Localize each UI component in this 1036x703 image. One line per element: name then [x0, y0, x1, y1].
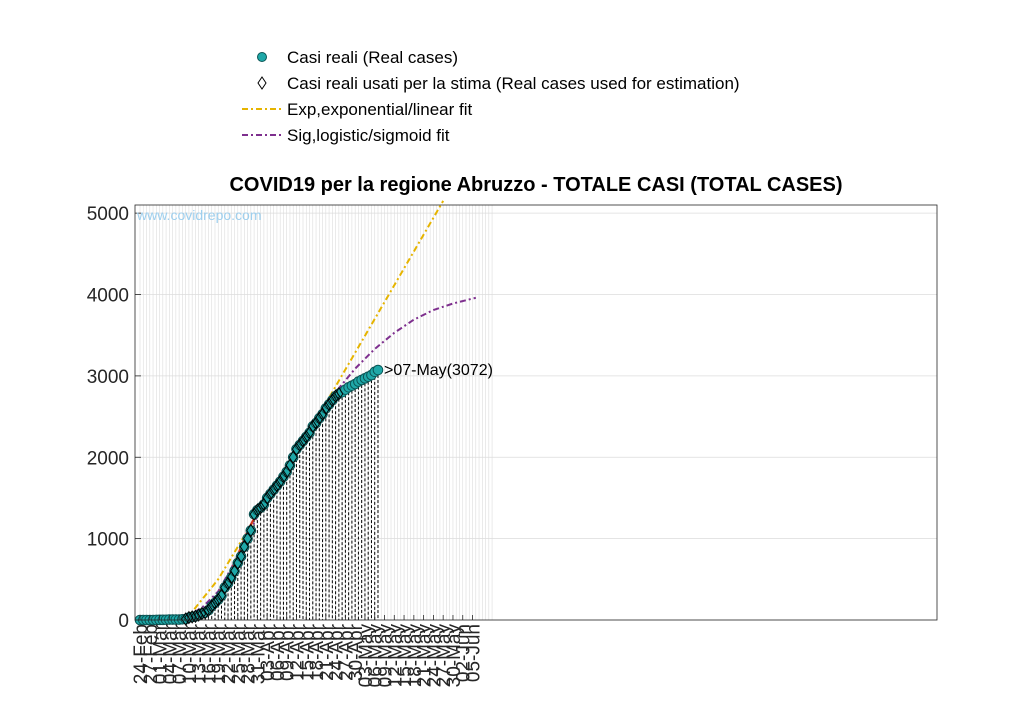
estimation-point	[213, 592, 223, 607]
plot-background	[135, 205, 937, 620]
estimation-point	[278, 469, 288, 484]
x-tick-label: 13-Mar	[190, 623, 211, 684]
x-tick-label: 21-May	[415, 624, 436, 688]
estimation-point	[331, 389, 341, 404]
exponential-fit-line	[184, 200, 445, 621]
estimation-point	[314, 411, 324, 426]
real-case-point	[245, 525, 257, 536]
legend-label-real: Casi reali (Real cases)	[287, 48, 458, 67]
x-tick-label: 01-Mar	[151, 623, 172, 684]
estimation-point	[327, 393, 337, 408]
estimation-point	[324, 397, 334, 412]
estimation-point	[210, 596, 220, 610]
y-tick-label: 5000	[87, 204, 129, 225]
y-tick-label: 3000	[87, 367, 129, 388]
x-tick-label: 16-Mar	[199, 623, 220, 684]
watermark: www.covidrepo.com	[136, 207, 262, 223]
y-tick-label: 1000	[87, 530, 129, 551]
x-tick-label: 27-May	[434, 624, 455, 688]
x-tick-label: 09-May	[376, 624, 397, 688]
x-tick-label: 02-Jun	[454, 624, 475, 682]
legend-label-exp: Exp,exponential/linear fit	[287, 100, 473, 119]
x-tick-label: 15-Apr	[297, 623, 318, 681]
y-tick-labels: 0 1000 2000 3000 4000 5000	[87, 204, 141, 632]
x-tick-label: 12-Apr	[287, 623, 308, 681]
x-tick-label: 25-Mar	[229, 623, 250, 684]
x-tick-label: 09-Apr	[278, 623, 299, 681]
estimation-point	[216, 588, 227, 603]
x-tick-label: 18-May	[405, 624, 426, 688]
estimation-point	[252, 503, 262, 517]
x-tick-label: 15-May	[395, 624, 416, 688]
x-tick-label: 05-Jun	[464, 624, 485, 682]
x-tick-label: 31-Mar	[248, 623, 269, 684]
estimation-point	[272, 478, 282, 493]
estimation-point	[207, 599, 217, 613]
x-tick-label: 06-Apr	[268, 623, 289, 681]
legend-marker-used	[257, 76, 267, 90]
estimation-point	[321, 401, 331, 416]
x-tick-label: 30-Apr	[346, 623, 367, 681]
estimation-point	[262, 491, 272, 505]
chart-title: COVID19 per la regione Abruzzo - TOTALE …	[229, 174, 842, 196]
x-tick-label: 24-Apr	[327, 623, 348, 681]
x-tick-label: 30-May	[444, 624, 465, 688]
x-tick-label: 27-Apr	[336, 623, 357, 681]
x-tick-label: 18-Apr	[307, 623, 328, 681]
x-tick-label: 06-May	[366, 624, 387, 688]
estimation-point	[291, 442, 302, 456]
estimation-point	[243, 531, 253, 546]
estimation-point	[239, 539, 249, 554]
estimation-point	[249, 507, 259, 522]
estimation-point	[308, 419, 318, 434]
estimation-point	[275, 474, 285, 489]
estimation-point	[298, 434, 308, 448]
legend-marker-real	[257, 52, 267, 62]
x-tick-label: 22-Mar	[219, 623, 240, 684]
y-tick-label: 0	[118, 611, 129, 632]
x-tick-label: 07-Mar	[170, 623, 191, 684]
estimation-point	[311, 416, 321, 430]
x-tick-label: 10-Mar	[180, 623, 201, 684]
real-case-point	[372, 364, 384, 376]
x-tick-label: 24-May	[424, 624, 445, 688]
x-tick-label: 04-Mar	[160, 623, 181, 684]
estimation-point	[197, 606, 207, 621]
estimation-point	[334, 386, 344, 401]
estimation-point	[318, 407, 328, 421]
estimation-point	[223, 576, 233, 591]
x-tick-label: 27-Feb	[141, 624, 162, 684]
x-tick-labels: 24-Feb27-Feb01-Mar04-Mar07-Mar10-Mar13-M…	[131, 615, 485, 687]
estimation-point	[295, 438, 305, 452]
estimation-point	[301, 430, 311, 444]
estimation-point	[200, 605, 210, 620]
legend: Casi reali (Real cases) Casi reali usati…	[242, 48, 740, 145]
estimation-point	[265, 487, 275, 501]
y-tick-label: 2000	[87, 448, 129, 469]
estimation-point	[246, 523, 256, 538]
estimation-point	[285, 458, 295, 473]
x-tick-label: 03-Apr	[258, 623, 279, 681]
estimation-point	[220, 580, 230, 595]
legend-label-used: Casi reali usati per la stima (Real case…	[287, 74, 740, 93]
x-tick-label: 19-Mar	[209, 623, 230, 684]
estimation-point	[269, 482, 279, 497]
x-tick-label: 21-Apr	[317, 623, 338, 681]
y-tick-label: 4000	[87, 286, 129, 307]
x-tick-label: 12-May	[385, 624, 406, 688]
plot-frame	[134, 204, 938, 621]
estimation-point	[256, 500, 266, 515]
estimation-point	[288, 450, 298, 465]
last-value-annotation: >07-May(3072)	[384, 362, 493, 379]
drop-lines	[185, 370, 379, 620]
x-tick-label: 28-Mar	[239, 623, 260, 684]
x-tick-label: 03-May	[356, 624, 377, 688]
estimation-point	[229, 564, 240, 578]
x-tick-label: 24-Feb	[131, 624, 152, 684]
legend-label-sig: Sig,logistic/sigmoid fit	[287, 126, 450, 145]
estimation-point	[236, 549, 246, 564]
